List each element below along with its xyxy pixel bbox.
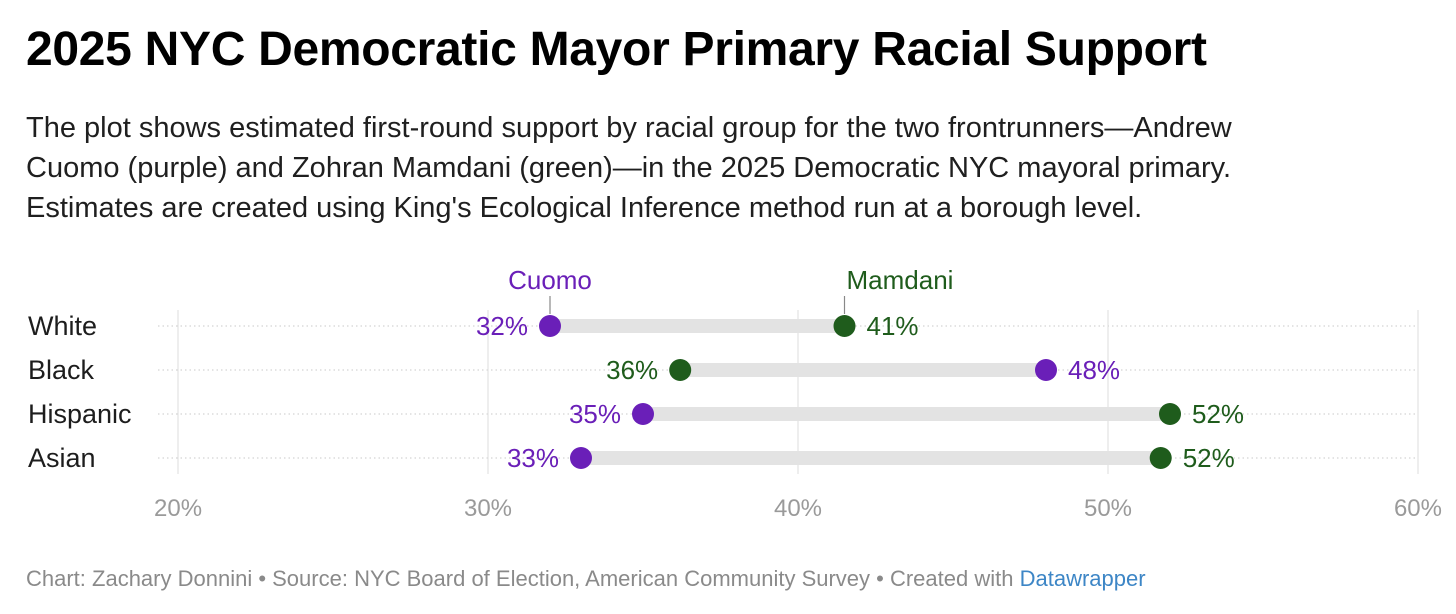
- mamdani-dot: [1149, 447, 1172, 469]
- mamdani-value-label: 36%: [606, 355, 658, 385]
- category-label: Asian: [28, 443, 96, 473]
- cuomo-dot: [539, 315, 561, 337]
- category-label: Hispanic: [28, 399, 132, 429]
- mamdani-value-label: 41%: [867, 311, 919, 341]
- chart-title: 2025 NYC Democratic Mayor Primary Racial…: [26, 23, 1207, 76]
- x-tick-label: 30%: [464, 495, 512, 522]
- cuomo-dot: [1035, 359, 1057, 381]
- mamdani-dot: [669, 359, 692, 381]
- cuomo-dot: [570, 447, 592, 469]
- datawrapper-link[interactable]: Datawrapper: [1019, 566, 1146, 591]
- mamdani-legend-label: Mamdani: [847, 265, 954, 295]
- cuomo-value-label: 35%: [569, 399, 621, 429]
- category-label: White: [28, 311, 97, 341]
- cuomo-dot: [632, 403, 654, 425]
- chart-description: The plot shows estimated first-round sup…: [26, 108, 1436, 228]
- x-tick-label: 40%: [774, 495, 822, 522]
- cuomo-value-label: 33%: [507, 443, 559, 473]
- chart-footer: Chart: Zachary Donnini • Source: NYC Boa…: [26, 566, 1146, 592]
- description-line-1: The plot shows estimated first-round sup…: [26, 112, 1232, 144]
- range-bar: [680, 363, 1046, 377]
- cuomo-value-label: 32%: [476, 311, 528, 341]
- range-bar: [550, 319, 845, 333]
- mamdani-dot: [1159, 403, 1181, 425]
- mamdani-value-label: 52%: [1192, 399, 1244, 429]
- description-line-3: Estimates are created using King's Ecolo…: [26, 192, 1143, 224]
- description-line-2: Cuomo (purple) and Zohran Mamdani (green…: [26, 152, 1232, 184]
- x-tick-label: 20%: [154, 495, 202, 522]
- mamdani-dot: [833, 315, 856, 337]
- dumbbell-chart: 20% 30% 40% 50% 60% White 32% 41% Black 48% 36% His…: [28, 265, 1442, 522]
- range-bar: [643, 407, 1170, 421]
- category-label: Black: [28, 355, 95, 385]
- x-tick-label: 60%: [1394, 495, 1442, 522]
- footer-credit: Chart: Zachary Donnini • Source: NYC Boa…: [26, 566, 1020, 591]
- range-bar: [581, 451, 1161, 465]
- cuomo-value-label: 48%: [1068, 355, 1120, 385]
- cuomo-legend-label: Cuomo: [508, 265, 592, 295]
- x-tick-label: 50%: [1084, 495, 1132, 522]
- mamdani-value-label: 52%: [1183, 443, 1235, 473]
